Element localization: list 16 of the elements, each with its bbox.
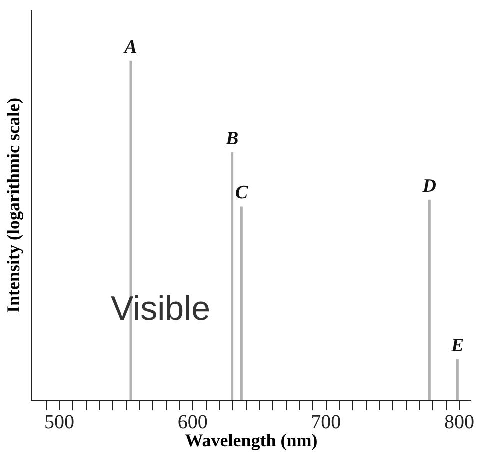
y-axis-title: Intensity (logarithmic scale): [4, 98, 24, 313]
x-tick-label: 800: [444, 412, 474, 434]
bar: [240, 206, 243, 400]
bar: [456, 359, 459, 400]
annotation: C: [235, 182, 248, 204]
bar: [231, 152, 234, 400]
annotation: Visible: [111, 290, 211, 328]
x-tick-label: 700: [311, 412, 342, 434]
bar: [428, 200, 431, 400]
annotation: A: [124, 36, 138, 58]
x-tick-label: 500: [44, 412, 74, 434]
x-tick-label: 600: [178, 412, 208, 434]
annotation: B: [224, 128, 239, 150]
annotation: E: [450, 335, 464, 356]
x-axis-title: Wavelength (nm): [185, 430, 318, 450]
annotation: D: [422, 176, 437, 197]
